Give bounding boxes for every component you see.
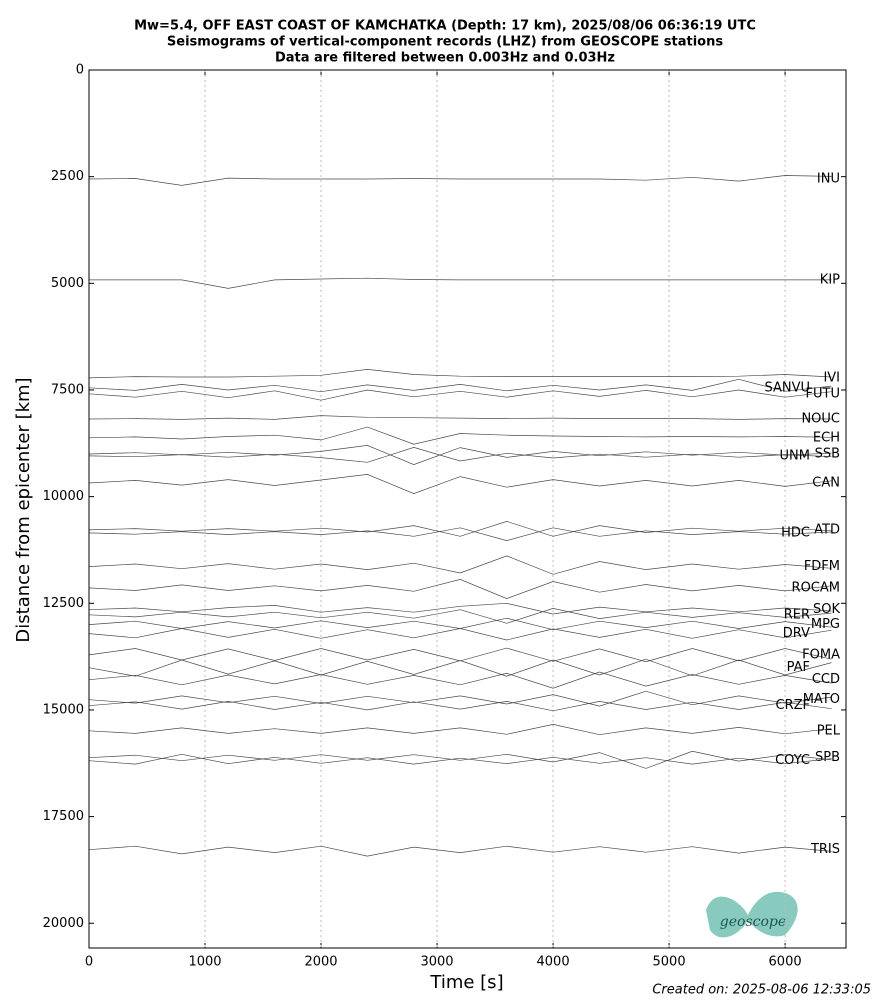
station-label: ECH <box>813 430 840 445</box>
trace <box>88 474 832 494</box>
station-label: TRIS <box>810 842 840 857</box>
trace <box>88 701 832 712</box>
trace <box>88 690 832 707</box>
y-tick-label: 7500 <box>51 382 84 397</box>
station-label: UNM <box>780 448 810 463</box>
x-tick-label: 3000 <box>420 955 453 970</box>
y-tick-label: 0 <box>76 63 84 78</box>
trace <box>88 579 832 599</box>
station-label: ROCAM <box>792 580 840 595</box>
station-label: IVI <box>823 370 840 385</box>
station-label: CRZF <box>776 698 811 713</box>
y-axis-label: Distance from epicenter [km] <box>13 377 34 642</box>
trace <box>88 658 832 677</box>
x-tick-label: 6000 <box>769 955 802 970</box>
trace <box>88 628 832 641</box>
logo-shape <box>706 891 798 938</box>
logo: geoscope <box>706 891 798 938</box>
y-tick-label: 20000 <box>43 916 84 931</box>
station-label: HDC <box>781 525 810 540</box>
trace <box>88 527 832 541</box>
station-label: SANVU <box>764 380 810 395</box>
station-label: SOK <box>813 602 840 617</box>
y-tick-label: 15000 <box>43 702 84 717</box>
station-label: FDFM <box>804 559 840 574</box>
y-tick-label: 12500 <box>43 596 84 611</box>
station-label: MATO <box>803 692 840 707</box>
trace <box>88 671 832 689</box>
x-tick-label: 5000 <box>653 955 686 970</box>
trace <box>88 369 832 379</box>
chart-subtitle: Data are filtered between 0.003Hz and 0.… <box>275 51 615 66</box>
trace <box>88 724 832 736</box>
trace <box>88 378 832 393</box>
logo-text: geoscope <box>720 914 786 930</box>
station-label: DRV <box>783 626 810 641</box>
trace <box>88 447 832 463</box>
x-tick-label: 0 <box>85 955 93 970</box>
trace <box>88 445 832 465</box>
station-label: ATD <box>814 522 840 537</box>
trace <box>88 426 832 445</box>
y-tick-label: 10000 <box>43 489 84 504</box>
station-label: CCD <box>812 672 840 687</box>
y-tick-label: 5000 <box>51 276 84 291</box>
station-label: CAN <box>812 475 840 490</box>
station-label: FUTU <box>806 386 840 401</box>
station-label: KIP <box>820 272 840 287</box>
trace <box>88 753 832 765</box>
trace <box>88 415 832 420</box>
chart-subtitle: Seismograms of vertical-component record… <box>167 35 723 50</box>
station-label: FOMA <box>802 647 840 662</box>
plot-frame <box>88 69 847 949</box>
trace <box>88 555 832 575</box>
x-tick-label: 2000 <box>304 955 337 970</box>
station-label: PEL <box>817 723 841 738</box>
trace <box>88 845 832 857</box>
trace <box>88 608 832 624</box>
trace <box>88 750 832 769</box>
station-label: COYC <box>775 753 810 768</box>
station-label: NOUC <box>801 411 840 426</box>
station-label: RER <box>784 607 810 622</box>
footer: Created on: 2025-08-06 12:33:05 <box>652 983 871 998</box>
trace <box>88 389 832 401</box>
trace <box>88 521 832 537</box>
station-label: SSB <box>815 446 840 461</box>
station-label: PAF <box>787 660 810 675</box>
y-tick-label: 17500 <box>43 809 84 824</box>
y-tick-label: 2500 <box>51 169 84 184</box>
station-label: MPG <box>811 617 840 632</box>
x-tick-label: 4000 <box>537 955 570 970</box>
trace <box>88 647 832 663</box>
x-axis-label: Time [s] <box>429 972 503 993</box>
trace <box>89 277 832 289</box>
station-label: SPB <box>815 750 840 765</box>
trace <box>88 602 832 615</box>
trace <box>88 175 832 186</box>
chart-title: Mw=5.4, OFF EAST COAST OF KAMCHATKA (Dep… <box>134 19 756 34</box>
station-label: INU <box>817 171 840 186</box>
x-tick-label: 1000 <box>188 955 221 970</box>
